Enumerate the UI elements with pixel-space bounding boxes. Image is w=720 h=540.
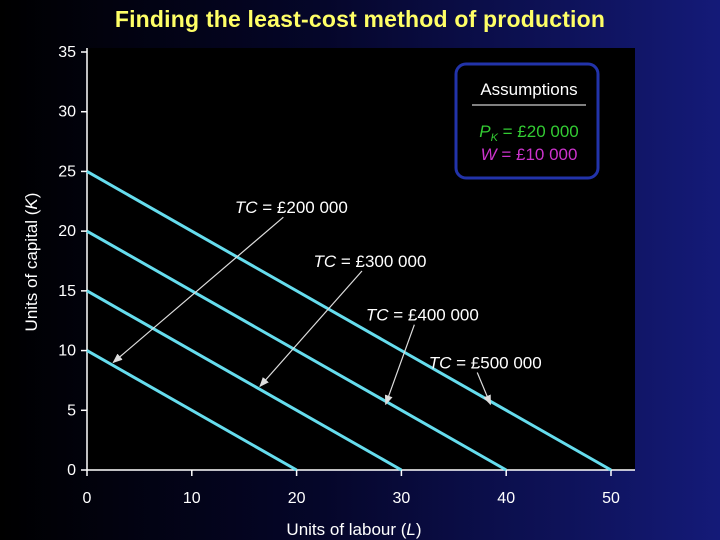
axes: 0 5 10 15 20 25 30 35 0 10 20 30 40 50 [58,44,635,507]
pointer-arrow [112,216,284,364]
pointer-arrow [476,372,492,406]
assumptions-box: Assumptions PK = £20 000 W = £10 000 [454,62,600,180]
y-tick-label: 5 [67,402,76,419]
x-tick-label: 50 [602,490,620,507]
isocost-line [86,170,612,472]
tc-label: TC = £500 000 [429,353,542,372]
x-tick-label: 10 [183,490,201,507]
tc-label: TC = £200 000 [235,198,348,217]
isocost-line [86,349,298,472]
y-tick-label: 20 [58,223,76,240]
y-tick-label: 30 [58,104,76,121]
isocost-line [86,229,507,472]
chart-title: Finding the least-cost method of product… [114,6,606,32]
assumptions-heading: Assumptions [480,80,577,99]
pk-assumption: PK = £20 000 [479,122,579,144]
w-assumption: W = £10 000 [481,145,578,164]
x-tick-label: 20 [288,490,306,507]
y-tick-label: 35 [58,44,76,61]
isocost-line [86,289,403,472]
pointer-arrow [259,270,363,388]
pointer-arrow [384,324,415,406]
x-tick-label: 40 [497,490,515,507]
isocost-lines [86,170,612,472]
y-tick-label: 0 [67,462,76,479]
y-tick-label: 15 [58,283,76,300]
x-axis-label: Units of labour (L) [286,520,421,539]
tc-labels: TC = £200 000 TC = £300 000 TC = £400 000 T… [235,198,542,372]
y-tick-label: 25 [58,163,76,180]
pointer-arrows [112,216,492,406]
tc-label: TC = £400 000 [366,306,479,325]
x-tick-label: 30 [393,490,411,507]
x-tick-label: 0 [83,490,92,507]
y-axis-label: Units of capital (K) [22,193,41,332]
tc-label: TC = £300 000 [313,252,426,271]
y-tick-label: 10 [58,343,76,360]
